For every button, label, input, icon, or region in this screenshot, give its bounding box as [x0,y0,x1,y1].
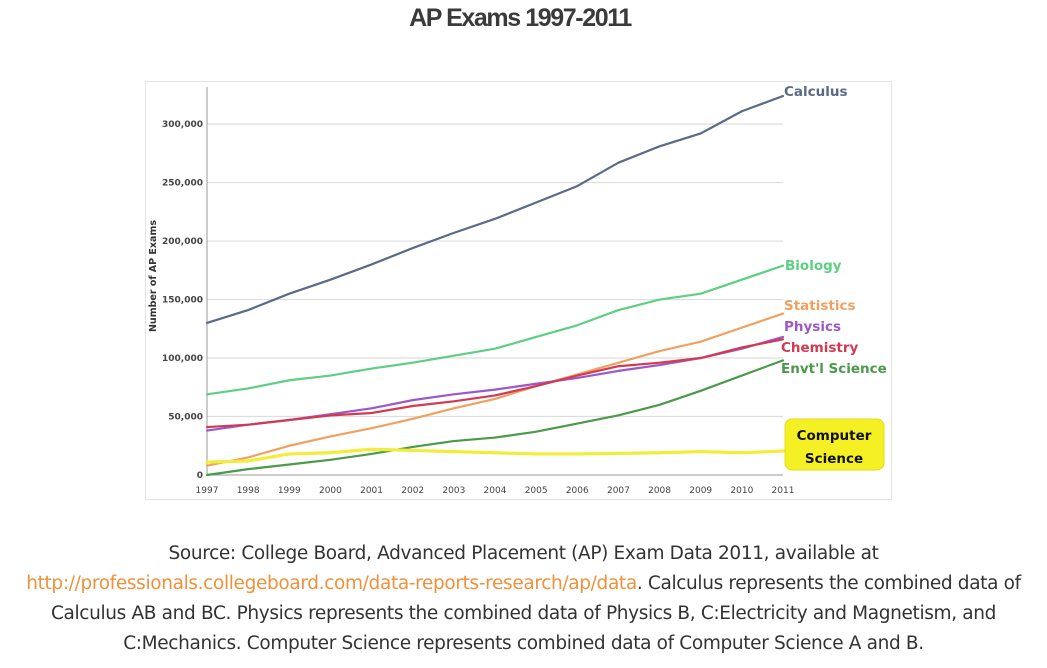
x-tick-label: 2001 [360,486,383,496]
x-tick-label: 1997 [196,486,219,496]
x-tick-label: 2005 [525,486,548,496]
statistics-line [205,312,785,467]
chart-frame [145,81,892,500]
collegeboard-data-link[interactable]: http://professionals.collegeboard.com/da… [26,573,637,594]
calculus-line [205,94,785,325]
y-tick-label: 300,000 [162,120,203,130]
biology-label: Biology [785,258,842,274]
computer-science-label-line1: Computer [797,428,872,444]
page-title: AP Exams 1997-2011 [409,4,632,32]
gridlines [207,123,783,418]
chemistry-label: Chemistry [781,340,859,356]
series-lines [205,94,785,477]
x-tick-label: 2009 [689,486,712,496]
computer-science-label-box [784,418,885,471]
x-tick-label: 1998 [237,486,260,496]
physics-label: Physics [784,319,841,335]
envt-l-science-label: Envt'l Science [781,361,887,377]
y-tick-label: 0 [197,471,203,481]
y-tick-label: 250,000 [162,179,203,189]
x-tick-label: 2006 [566,486,589,496]
x-tick-label: 2004 [484,486,507,496]
y-tick-label: 150,000 [162,296,203,306]
y-tick-label: 100,000 [162,354,203,364]
ap-exams-line-chart: 0 50,000 100,000 150,000 200,000 250,000 300,0… [148,84,887,496]
chemistry-line [205,338,785,429]
caption-notes-text: . Calculus represents the combined data … [50,573,1021,654]
computer-science-line [205,447,785,464]
calculus-label: Calculus [784,84,848,100]
series-labels: Calculus Biology Statistics Physics Chemistr… [781,84,887,471]
x-tick-label: 1999 [278,486,301,496]
x-tick-label: 2010 [730,486,753,496]
computer-science-label-line2: Science [805,451,863,467]
x-tick-label: 2008 [648,486,671,496]
x-tick-label: 2003 [442,486,465,496]
statistics-label: Statistics [784,298,856,314]
caption-source-text: Source: College Board, Advanced Placemen… [168,543,879,564]
x-tick-label: 2000 [319,486,342,496]
x-tick-label: 2007 [607,486,630,496]
biology-line [205,264,785,396]
x-tick-label: 2011 [772,486,795,496]
x-tick-label: 2002 [401,486,424,496]
y-tick-label: 50,000 [168,413,203,423]
axes: 0 50,000 100,000 150,000 200,000 250,000 300,0… [148,87,794,496]
source-caption: Source: College Board, Advanced Placemen… [10,539,1037,659]
y-axis-title: Number of AP Exams [148,220,159,332]
y-tick-label: 200,000 [162,237,203,247]
envt-l-science-line [205,359,785,477]
